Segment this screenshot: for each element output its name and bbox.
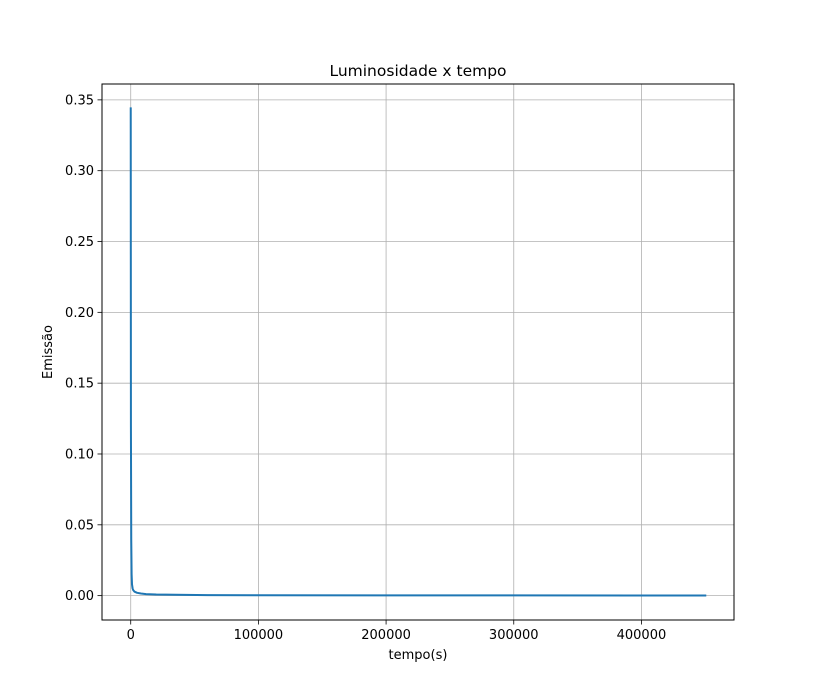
y-tick-label: 0.10: [65, 447, 94, 462]
series-line: [129, 107, 707, 597]
x-axis: 0 100000 200000 300000 400000: [127, 620, 667, 643]
y-tick-label: 0.25: [65, 235, 94, 250]
y-tick-label: 0.05: [65, 518, 94, 533]
plot-lines: [129, 107, 707, 597]
y-tick-label: 0.20: [65, 306, 94, 321]
x-tick-label: 400000: [617, 628, 667, 643]
y-tick-label: 0.15: [65, 377, 94, 392]
x-axis-label: tempo(s): [389, 648, 448, 663]
y-tick-label: 0.35: [65, 93, 94, 108]
x-tick-label: 0: [127, 628, 135, 643]
y-tick-label: 0.30: [65, 164, 94, 179]
x-tick-label: 100000: [234, 628, 284, 643]
y-axis-label: Emissão: [41, 325, 56, 379]
x-tick-label: 200000: [361, 628, 411, 643]
y-axis: 0.00 0.05 0.10 0.15 0.20 0.25 0.30 0.35: [65, 93, 102, 604]
chart-title: Luminosidade x tempo: [329, 62, 506, 80]
x-tick-label: 300000: [489, 628, 539, 643]
plot-area-frame: [101, 83, 735, 621]
y-tick-label: 0.00: [65, 589, 94, 604]
